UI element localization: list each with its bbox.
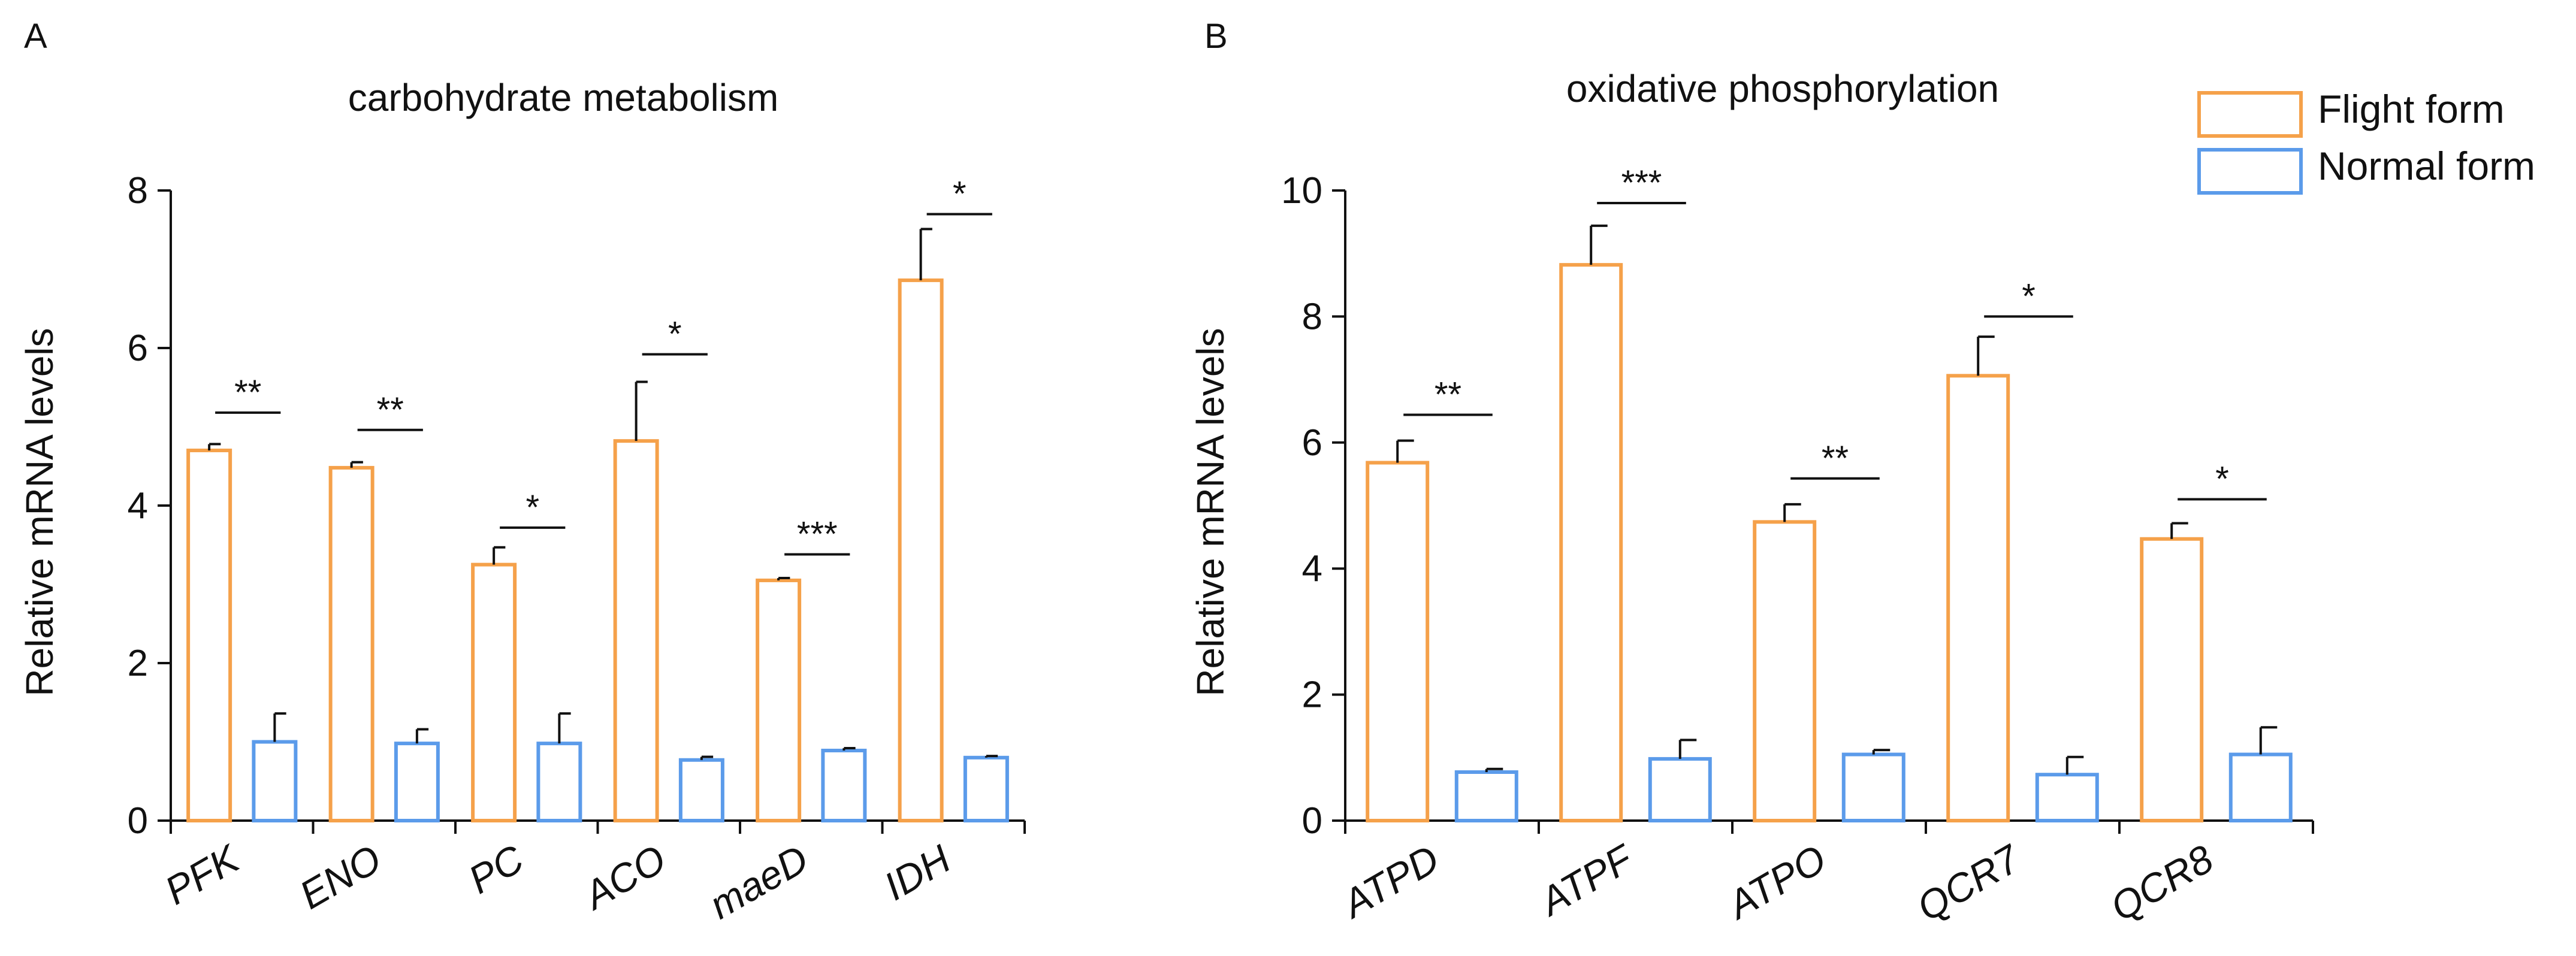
bar-flight-ENO [328, 465, 375, 822]
category-label-ATPD: ATPD [1333, 836, 1446, 927]
bar-flight-ATPD [1366, 461, 1430, 822]
category-label-ENO: ENO [292, 836, 388, 918]
y-tick-label: 8 [1302, 296, 1322, 337]
bar-normal-ATPO [1841, 752, 1905, 823]
significance-label-IDH: * [953, 174, 967, 213]
y-tick-label: 4 [1302, 548, 1322, 589]
significance-label-PC: * [526, 488, 539, 527]
panel-b-title: oxidative phosphorylation [1566, 67, 1999, 110]
y-tick-label: 2 [128, 643, 148, 684]
bar-flight-ATPF [1559, 263, 1623, 822]
significance-label-QCR7: * [2022, 277, 2036, 316]
significance-label-QCR8: * [2215, 459, 2229, 498]
category-label-PC: PC [461, 836, 531, 902]
bar-normal-PFK [252, 740, 298, 822]
significance-label-PFK: ** [234, 373, 261, 412]
bar-normal-maeD [821, 748, 867, 822]
panel-a-plot: 0 2 4 6 8 ** PFK ** ENO * PC * ACO *** maeD * IDH [128, 170, 1026, 927]
y-tick-label: 8 [128, 170, 148, 211]
significance-label-ATPF: *** [1621, 164, 1662, 202]
bar-normal-QCR8 [2228, 752, 2293, 823]
bar-flight-PC [471, 562, 517, 822]
bar-normal-ATPD [1454, 770, 1518, 822]
category-label-ATPO: ATPO [1719, 836, 1834, 928]
y-tick-label: 4 [128, 485, 148, 527]
y-tick-label: 0 [1302, 800, 1322, 842]
bar-flight-QCR8 [2140, 537, 2204, 822]
bar-normal-IDH [963, 755, 1009, 823]
panel-b-label: B [1204, 17, 1228, 56]
bar-normal-ATPF [1648, 757, 1712, 823]
panel-a-y-axis-label: Relative mRNA levels [18, 328, 61, 696]
bar-normal-QCR7 [2035, 773, 2099, 822]
bar-normal-PC [536, 742, 582, 822]
bar-flight-IDH [898, 278, 944, 823]
legend-normal-swatch [2197, 148, 2303, 195]
legend-normal-label: Normal form [2318, 144, 2535, 188]
significance-label-ACO: * [668, 315, 682, 354]
significance-label-ENO: ** [377, 391, 404, 429]
legend-flight-swatch [2197, 91, 2303, 138]
category-label-IDH: IDH [877, 836, 958, 909]
significance-label-maeD: *** [797, 515, 838, 554]
category-label-ACO: ACO [575, 836, 673, 919]
category-label-ATPF: ATPF [1530, 835, 1641, 925]
y-tick-label: 0 [128, 800, 148, 842]
bar-flight-ACO [613, 439, 659, 822]
panel-a-label: A [24, 17, 47, 56]
bar-flight-PFK [186, 448, 232, 822]
category-label-QCR8: QCR8 [2103, 836, 2221, 930]
bar-flight-QCR7 [1946, 374, 2010, 822]
category-label-QCR7: QCR7 [1910, 836, 2028, 930]
significance-label-ATPO: ** [1822, 439, 1849, 478]
y-tick-label: 6 [1302, 422, 1322, 464]
bar-flight-maeD [756, 578, 802, 822]
bar-normal-ENO [394, 742, 440, 822]
legend-flight-label: Flight form [2318, 87, 2505, 131]
panel-a-title: carbohydrate metabolism [348, 76, 779, 119]
panel-b-plot: 0 2 4 6 8 10 ** ATPD *** ATPF ** ATPO * QCR7 * QCR8 [1281, 164, 2314, 930]
panel-b-y-axis-label: Relative mRNA levels [1189, 328, 1232, 696]
bar-normal-ACO [678, 758, 724, 822]
y-tick-label: 6 [128, 328, 148, 369]
category-label-PFK: PFK [158, 836, 248, 913]
y-tick-label: 10 [1281, 170, 1322, 211]
y-tick-label: 2 [1302, 674, 1322, 716]
bar-flight-ATPO [1753, 520, 1817, 822]
significance-label-ATPD: ** [1435, 376, 1461, 415]
category-label-maeD: maeD [702, 836, 815, 927]
legend: Flight form Normal form [2197, 87, 2535, 195]
